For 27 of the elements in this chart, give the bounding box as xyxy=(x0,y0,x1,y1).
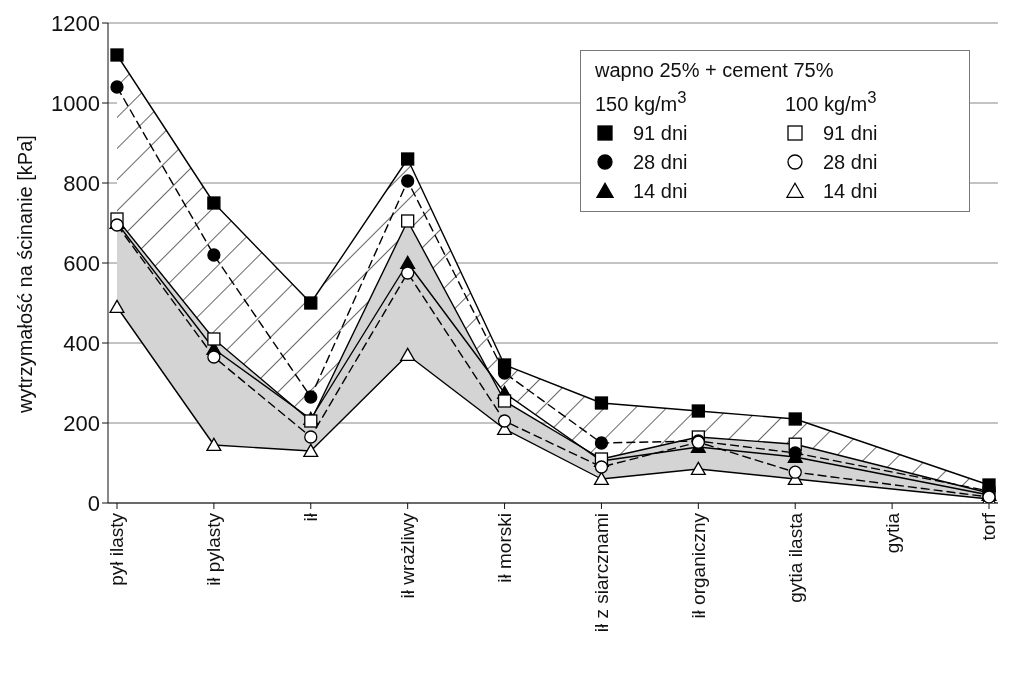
x-tick-label: ił organiczny xyxy=(687,512,709,619)
y-tick-label: 1000 xyxy=(51,90,100,116)
x-tick-label: torf xyxy=(978,512,1000,541)
legend-label: 14 dni xyxy=(633,179,688,203)
x-tick-label: ił z siarcznami xyxy=(590,513,612,633)
y-tick-label: 400 xyxy=(63,330,100,356)
legend-label: 91 dni xyxy=(823,121,878,145)
y-tick-label: 1200 xyxy=(51,10,100,36)
y-tick-label: 800 xyxy=(63,170,100,196)
y-tick-label: 0 xyxy=(87,490,100,516)
legend-label: 14 dni xyxy=(823,179,878,203)
y-tick-label: 600 xyxy=(63,250,100,276)
x-tick-label: ił morski xyxy=(494,513,516,583)
annotation: 100 kg/m$^{3}$ xyxy=(785,88,878,116)
annotation: 150 kg/m$^{3}$ xyxy=(595,88,688,116)
x-tick-label: pył ilasty xyxy=(106,512,128,586)
x-tick-label: ił wrażliwy xyxy=(397,512,419,599)
legend-label: 28 dni xyxy=(823,150,878,174)
y-tick-label: 200 xyxy=(63,410,100,436)
x-tick-label: gytia xyxy=(881,512,903,554)
legend-label: 91 dni xyxy=(633,121,688,145)
legend-label: 28 dni xyxy=(633,150,688,174)
y-axis-title: wytrzymałość na ścinanie [kPa] xyxy=(14,135,37,414)
x-tick-label: ił xyxy=(300,512,322,522)
x-tick-label: gytia ilasta xyxy=(784,512,806,603)
legend-title: wapno 25% + cement 75% xyxy=(595,59,835,82)
x-tick-label: ił pylasty xyxy=(203,512,225,586)
